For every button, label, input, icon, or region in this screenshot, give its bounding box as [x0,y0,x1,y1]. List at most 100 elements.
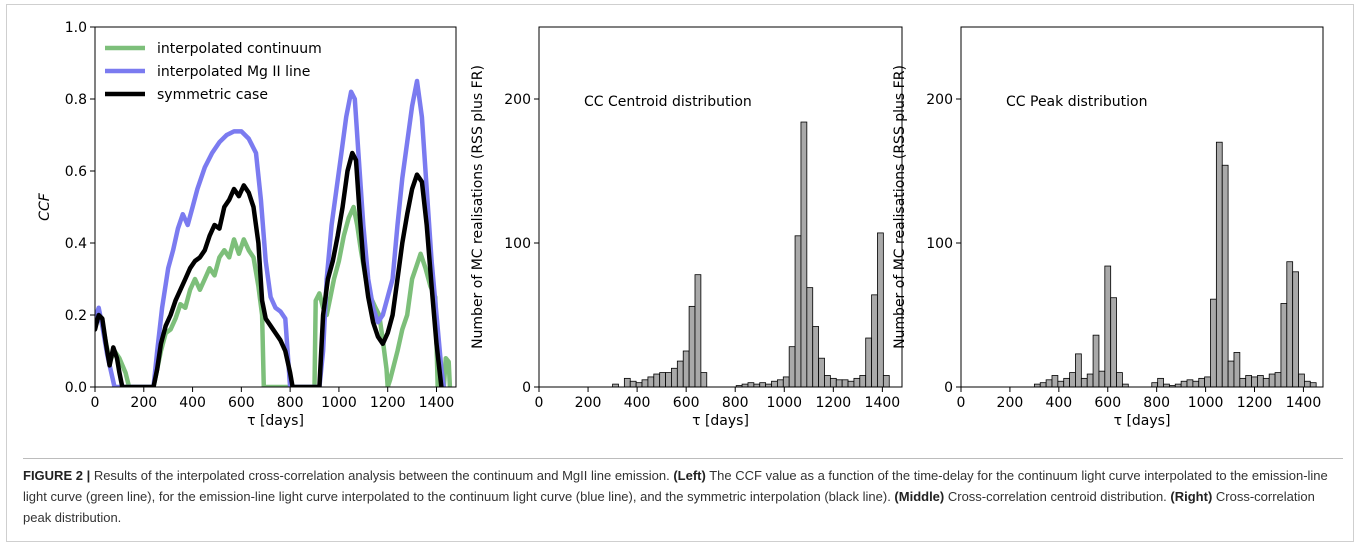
x-tick-label: 800 [1143,395,1170,411]
x-tick-label: 0 [91,395,100,411]
histogram-bar [1221,164,1229,387]
histogram-bar [700,372,708,387]
x-tick-label: 600 [673,395,700,411]
histogram-bar [659,372,666,387]
figure-caption: FIGURE 2 | Results of the interpolated c… [23,458,1343,528]
y-tick-label: 100 [504,236,531,252]
histogram-bar [1039,382,1047,387]
histogram-bar [694,274,702,387]
x-tick-label: 800 [277,395,304,411]
histogram-bar [794,235,802,387]
histogram-bar [1151,382,1159,387]
histogram-bar [812,326,820,387]
series-line-2 [95,150,444,387]
x-tick-label: 400 [624,395,651,411]
y-tick-label: 0.2 [65,308,87,324]
legend: interpolated continuum interpolated Mg II… [105,41,322,103]
x-tick-label: 200 [575,395,602,411]
histogram-bar [671,367,678,387]
histogram-bar [853,377,861,387]
histogram-bar [1192,380,1200,387]
histogram-bar [1075,353,1082,387]
histogram-bar [847,380,855,387]
histogram-bar [1304,380,1311,387]
histogram-bar [1239,377,1247,387]
histogram-bar [1063,377,1070,387]
legend-label-2: symmetric case [157,87,268,103]
histogram-bar [865,337,872,387]
x-tick-label: 200 [130,395,157,411]
x-tick-label: 1000 [321,395,357,411]
plot-frame [960,26,1324,388]
x-tick-label: 1200 [816,395,852,411]
histogram-bar [759,382,767,387]
chart-title: CC Peak distribution [1006,94,1147,110]
histogram-bar [829,377,837,387]
x-tick-label: 400 [1045,395,1072,411]
x-tick-label: 600 [1094,395,1121,411]
y-tick-label: 0 [522,380,531,396]
histogram-bar [1086,373,1094,387]
histogram-bar [1227,360,1235,387]
figure-panel: interpolated continuum interpolated Mg II… [6,4,1354,542]
histogram-bar [877,232,884,387]
y-tick-label: 0.6 [65,164,87,180]
histogram-bar [653,373,661,387]
histogram-bar [800,121,808,387]
y-axis-label: Number of MC realisations (RSS plus FR) [470,65,486,349]
histogram-bar [647,376,655,387]
histogram-bar [1268,373,1276,387]
histogram-bar [1080,377,1088,387]
x-tick-label: 1400 [865,395,901,411]
y-tick-label: 0.8 [65,92,87,108]
histogram-bar [871,294,878,387]
y-tick-label: 200 [504,92,531,108]
x-axis-label: τ [days] [247,413,304,429]
bars-group [612,121,890,387]
histogram-bar [665,372,672,387]
x-tick-label: 1200 [370,395,406,411]
histogram-bar [1215,141,1223,387]
histogram-bar [1292,271,1299,387]
caption-right-text: Cross-correlation peak distribution. [23,489,1315,525]
histogram-bar [1198,377,1206,387]
series-line-1 [95,78,447,387]
y-axis-label: Number of MC realisations (RSS plus FR) [892,65,908,349]
legend-label-1: interpolated Mg II line [157,64,310,80]
histogram-bar [688,305,696,387]
histogram-bar [1257,375,1264,387]
x-axis-label: τ [days] [692,413,749,429]
histogram-bar [818,357,825,387]
histogram-bar [882,375,890,387]
histogram-bar [777,379,784,387]
histogram-bar [1286,261,1294,387]
histogram-bar [806,287,814,387]
histogram-bar [1110,297,1117,387]
legend-label-0: interpolated continuum [157,41,322,57]
histogram-bar [1069,372,1076,387]
histogram-bar [1157,377,1164,387]
histogram-bar [1309,382,1317,387]
x-tick-label: 1400 [419,395,455,411]
histogram-bar [682,350,690,387]
middle-panel: CC Centroid distribution 0 200 400 600 800 100… [470,26,903,429]
histogram-bar [641,379,649,387]
x-axis-label: τ [days] [1114,413,1171,429]
chart-title: CC Centroid distribution [584,94,752,110]
y-tick-label: 100 [926,236,953,252]
histogram-bar [1233,352,1241,387]
x-tick-label: 1000 [1188,395,1224,411]
histogram-bar [841,379,849,387]
y-tick-label: 0.4 [65,236,87,252]
caption-right-label: (Right) [1170,489,1213,504]
histogram-bar [1186,379,1194,387]
x-tick-label: 800 [722,395,749,411]
histogram-bar [1098,370,1106,387]
histogram-bar [835,379,843,387]
histogram-bar [1051,375,1059,387]
left-panel: interpolated continuum interpolated Mg II… [37,20,457,429]
histogram-bar [1210,298,1217,387]
y-tick-label: 200 [926,92,953,108]
caption-middle-text: Cross-correlation centroid distribution. [944,489,1171,504]
